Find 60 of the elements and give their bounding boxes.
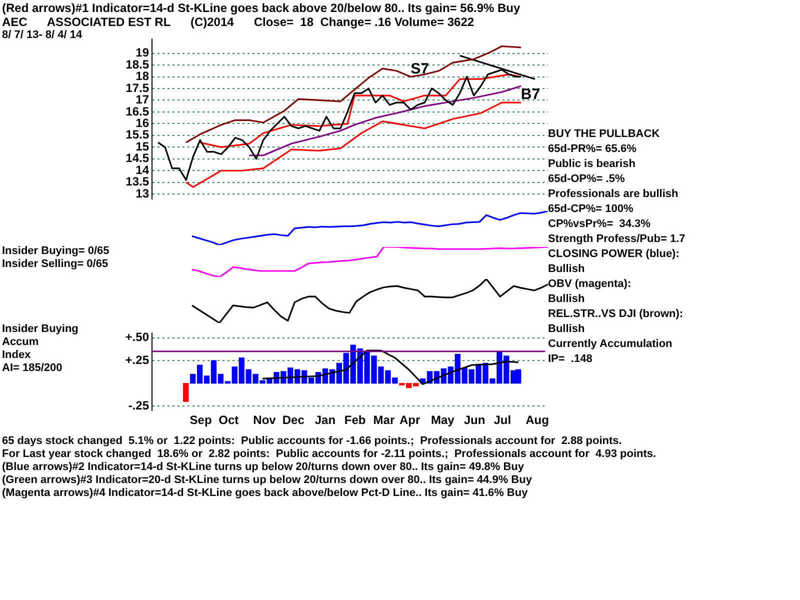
text: (Green arrows)#3 Indicator=20-d St-KLine turns up below 20/turns down over 80.. Its gain= 44.9% Buy [2,474,533,487]
annotation: Professionals are bullish [548,188,680,201]
text: For Last year stock changed 18.6% or 2.82 points: Public accounts for -2.11 points.; Professionals account for 4.93 points. [2,448,656,461]
annotation: Bullish [548,323,586,336]
x-tick-label: Jun [464,413,486,428]
text: (Blue arrows)#2 Indicator=14-d St-KLine turns up below 20/turns down over 80.. Its gain= 49.8% Buy [2,461,526,474]
annotation: OBV (magenta): [548,278,632,291]
text: AI= 185/200 [2,362,64,375]
x-tick-label: Feb [344,413,366,428]
text: Insider Selling= 0/65 [2,258,110,271]
text: 8/ 7/ 13- 8/ 4/ 14 [2,29,84,42]
annotation: CLOSING POWER (blue): [548,248,680,261]
y-tick-label: +.25 [125,352,150,367]
annotation: 65d-OP%= .5% [548,173,626,186]
text: Index [2,349,32,362]
y-tick-label: 16 [136,116,150,130]
y-tick-label: 14.5 [126,151,150,166]
annotation: B7 [520,86,540,104]
x-tick-label: Nov [253,413,276,428]
y-tick-label: 18.5 [126,57,150,72]
y-tick-label: 17 [136,92,150,107]
y-tick-label: 13.5 [126,174,150,189]
x-tick-label: May [431,413,455,428]
chart-subtitle: AEC ASSOCIATED EST RL (C)2014 Close= 18 Change= .16 Volume= 3622 [2,15,476,29]
x-tick-label: Sep [190,413,212,428]
y-tick-label: +.50 [125,330,150,344]
y-tick-label: 18 [136,69,150,84]
chart-title: (Red arrows)#1 Indicator=14-d St-KLine goes back above 20/below 80.. Its gain= 56.9% Buy [2,1,522,15]
y-tick-label: 16.5 [126,104,150,118]
annotation: REL.STR..VS DJI (brown): [548,308,684,321]
annotation: Public is bearish [548,158,636,171]
x-tick-label: Aug [526,413,549,428]
x-tick-label: Dec [282,413,305,428]
annotation: 65d-CP%= 100% [548,203,634,216]
annotation: CP%vsPr%= 34.3% [548,218,652,231]
x-tick-label: Jan [314,413,336,428]
y-tick-label: 14 [136,162,150,177]
y-tick-label: -.25 [128,398,150,412]
annotation: S7 [410,60,430,78]
annotation: Bullish [548,293,586,306]
y-tick-label: 19 [136,46,150,60]
annotation: Bullish [548,263,586,276]
text: Accum [2,336,40,349]
y-tick-label: 17.5 [126,80,150,95]
text: (Magenta arrows)#4 Indicator=14-d St-KLine goes back above/below Pct-D Line.. Its gain= 41.6% Buy [2,487,529,500]
x-tick-label: Mar [373,413,395,428]
annotation: 65d-PR%= 65.6% [548,143,638,156]
text: Insider Buying= 0/65 [2,245,110,258]
x-tick-label: Oct [218,413,239,428]
text: Insider Buying [2,323,80,336]
text: IP= .148 [548,353,594,366]
y-tick-label: 13 [136,186,150,200]
annotation: Strength Profess/Pub= 1.7 [548,233,686,246]
y-tick-label: 15 [136,139,150,154]
text: 65 days stock changed 5.1% or 1.22 points: Public accounts for -1.66 points.; Professionals account for 2.88 points. [2,435,622,448]
y-tick-label: 15.5 [126,128,150,142]
annotation: BUY THE PULLBACK [548,128,661,141]
x-tick-label: Apr [399,413,420,428]
text: Currently Accumulation [548,338,674,351]
x-tick-label: Jul [494,413,512,428]
